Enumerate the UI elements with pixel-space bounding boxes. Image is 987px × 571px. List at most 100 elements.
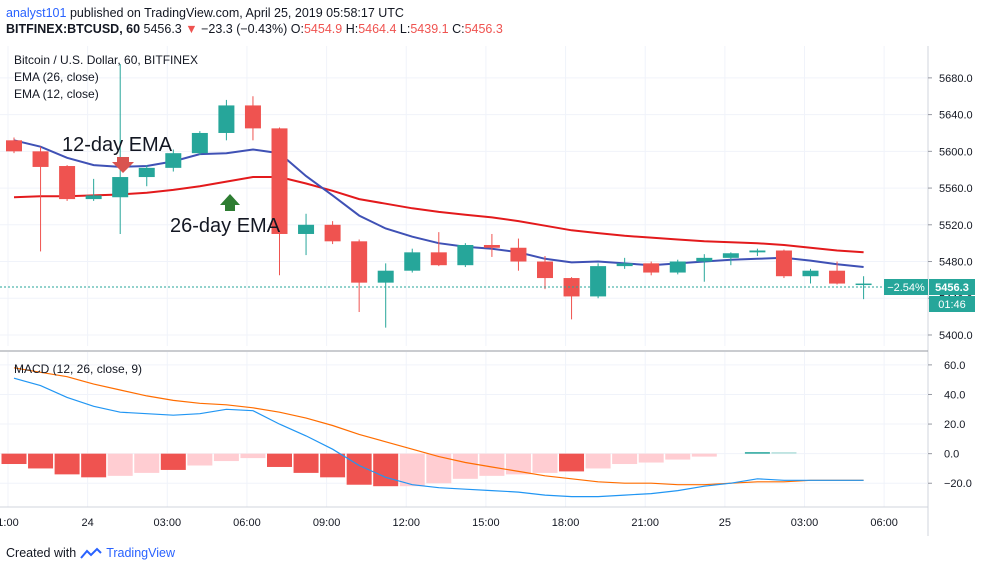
tradingview-logo-icon — [80, 547, 102, 559]
histogram-bar — [638, 453, 664, 463]
histogram-bar — [240, 453, 266, 459]
macd-pane[interactable]: −20.0 0.0 20.0 40.0 60.0 MACD (12, 26, close… — [0, 352, 972, 507]
candle-body — [138, 167, 155, 178]
price-tick-label: 5600.0 — [939, 146, 973, 158]
time-axis[interactable]: 1:00 24 03:00 06:00 09:00 12:00 15:00 18:00 21:0… — [0, 506, 928, 529]
current-price: 5456.3 — [143, 22, 182, 36]
candle-body — [696, 257, 713, 262]
time-tick-label: 18:00 — [552, 517, 580, 529]
candle-body — [6, 140, 22, 152]
histogram-bar — [744, 452, 770, 454]
candle-body — [218, 105, 235, 133]
time-tick-label: 06:00 — [870, 517, 898, 529]
down-arrow-icon: ▼ — [185, 22, 198, 36]
low-value: 5439.1 — [410, 22, 449, 36]
footer: Created with TradingView — [6, 546, 175, 560]
chart-header: analyst101 published on TradingView.com,… — [6, 5, 503, 37]
price-tick-label: 5640.0 — [939, 110, 973, 122]
high-label: H: — [345, 22, 359, 36]
histogram-bar — [612, 453, 638, 465]
macd-axis[interactable]: −20.0 0.0 20.0 40.0 60.0 — [928, 360, 972, 490]
open-label: O: — [290, 22, 304, 36]
up-arrow-annotation-icon — [220, 194, 240, 211]
ohlc-line: BITFINEX:BTCUSD, 60 5456.3 ▼ −23.3 (−0.4… — [6, 21, 503, 37]
histogram-bar — [134, 453, 160, 473]
symbol-label: BITFINEX:BTCUSD, 60 — [6, 22, 141, 36]
time-tick-label: 25 — [719, 517, 731, 529]
last-price-text: 5456.3 — [935, 282, 969, 294]
open-value: 5454.9 — [303, 22, 343, 36]
time-tick-label: 06:00 — [233, 517, 261, 529]
candle-body — [537, 261, 553, 279]
histogram-bar — [691, 453, 717, 457]
candle-body — [165, 153, 182, 168]
candle-body — [457, 244, 474, 266]
candles — [6, 64, 872, 328]
candle-body — [244, 105, 261, 129]
macd-path — [13, 377, 864, 498]
time-tick-label: 1:00 — [0, 517, 19, 529]
publish-line: analyst101 published on TradingView.com,… — [6, 5, 503, 21]
candle-body — [404, 252, 421, 271]
pct-change-badge — [884, 279, 928, 295]
histogram-bar — [160, 453, 186, 470]
macd-tick-label: 60.0 — [944, 360, 965, 372]
histogram-bar — [585, 453, 611, 469]
histogram-bar — [267, 453, 292, 467]
close-label: C: — [452, 22, 465, 36]
candle-body — [351, 241, 368, 283]
candle-body — [510, 247, 527, 262]
macd-pane-title: MACD (12, 26, close, 9) — [14, 362, 142, 376]
candle-body — [59, 166, 76, 200]
time-tick-label: 09:00 — [313, 517, 341, 529]
histogram-bar — [54, 453, 80, 475]
price-tick-label: 5400.0 — [939, 330, 973, 342]
last-price-badge — [929, 279, 975, 295]
time-tick-label: 03:00 — [791, 517, 819, 529]
candle-body — [32, 151, 49, 167]
candle-body — [563, 278, 580, 297]
time-tick-label: 21:00 — [631, 517, 659, 529]
candle-body — [298, 224, 315, 234]
candle-body — [483, 244, 500, 248]
annotation-12-day-ema: 12-day EMA — [62, 134, 173, 156]
ema26-legend: EMA (26, close) — [14, 70, 99, 84]
ema12-legend: EMA (12, close) — [14, 87, 99, 101]
created-with-text: Created with — [6, 546, 77, 560]
histogram-bar — [505, 453, 531, 475]
tradingview-brand[interactable]: TradingView — [106, 546, 175, 560]
candle-body — [749, 250, 766, 253]
chart-canvas[interactable]: 5400.05440.05480.05520.05560.05600.05640… — [0, 46, 987, 536]
candle-body — [85, 195, 102, 200]
candle-body — [643, 263, 660, 273]
time-tick-label: 03:00 — [154, 517, 182, 529]
histogram-bar — [771, 452, 797, 454]
histogram-bar — [293, 453, 319, 473]
author-link[interactable]: analyst101 — [6, 6, 67, 20]
histogram-bar — [1, 453, 27, 465]
price-tick-label: 5680.0 — [939, 73, 973, 85]
price-tick-label: 5480.0 — [939, 257, 973, 269]
histogram-bar — [559, 453, 585, 472]
candle-body — [722, 253, 739, 258]
macd-tick-label: 40.0 — [944, 389, 965, 401]
macd-tick-label: 0.0 — [944, 449, 959, 461]
candle-body — [112, 177, 129, 198]
price-pane[interactable]: 5400.05440.05480.05520.05560.05600.05640… — [0, 46, 975, 536]
time-tick-label: 24 — [82, 517, 94, 529]
candle-body — [377, 270, 394, 283]
countdown-text: 01:46 — [938, 299, 966, 311]
pct-change-text: −2.54% — [887, 282, 925, 294]
macd-tick-label: −20.0 — [944, 478, 972, 490]
candle-body — [191, 132, 208, 154]
candle-body — [669, 261, 686, 273]
price-pane-title: Bitcoin / U.S. Dollar, 60, BITFINEX — [14, 53, 198, 67]
histogram-bar — [187, 453, 213, 466]
price-tick-label: 5560.0 — [939, 183, 973, 195]
macd-tick-label: 20.0 — [944, 419, 965, 431]
ema26-line — [13, 176, 864, 254]
candle-body — [775, 250, 792, 277]
macd-line — [13, 377, 864, 498]
candle-body — [829, 270, 846, 284]
published-text: published on TradingView.com, April 25, … — [69, 6, 404, 20]
